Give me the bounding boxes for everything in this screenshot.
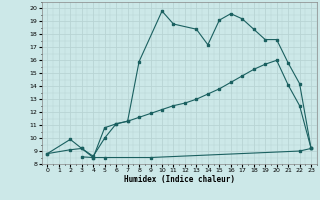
X-axis label: Humidex (Indice chaleur): Humidex (Indice chaleur) <box>124 175 235 184</box>
